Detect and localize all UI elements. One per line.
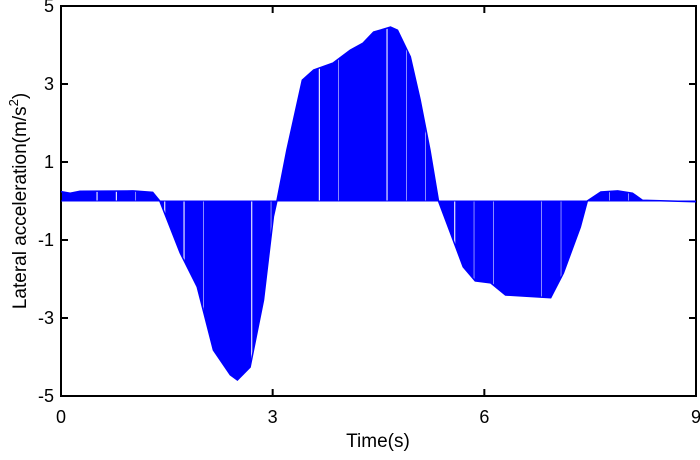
y-axis-title: Lateral acceleration(m/s2) [6, 93, 31, 309]
y-tick-label: 5 [44, 0, 54, 16]
y-tick-label: -5 [38, 386, 54, 406]
x-tick-label: 6 [479, 407, 489, 427]
x-tick-label: 0 [56, 407, 66, 427]
y-axis-title-superscript: 2 [6, 99, 21, 106]
y-axis-title-suffix: ) [10, 93, 31, 99]
x-axis-title: Time(s) [346, 431, 410, 452]
axis-ticks: 0 3 6 9 5 3 1 -1 -3 -5 [38, 0, 700, 427]
y-tick-label: 3 [44, 74, 54, 94]
series-area [61, 27, 696, 380]
x-tick-label: 3 [268, 407, 278, 427]
y-tick-label: -3 [38, 308, 54, 328]
y-axis-title-main: Lateral acceleration(m/s [10, 106, 31, 309]
series-line [60, 26, 697, 381]
y-tick-label: -1 [38, 230, 54, 250]
y-tick-label: 1 [44, 152, 54, 172]
x-tick-label: 9 [691, 407, 700, 427]
